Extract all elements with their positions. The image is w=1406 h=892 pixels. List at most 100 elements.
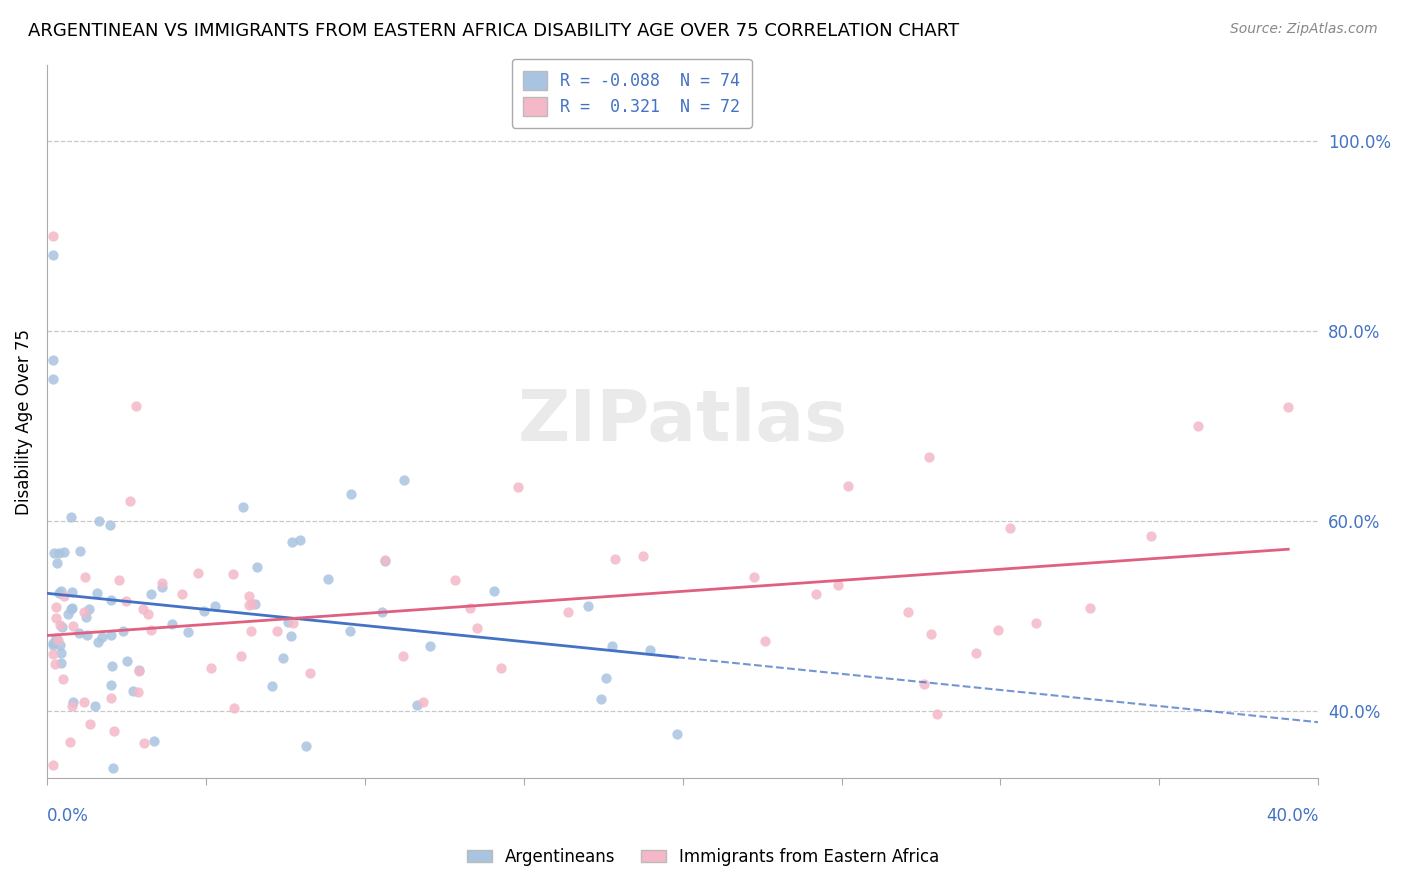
- Point: [987, 624, 1010, 638]
- Point: [271, 651, 294, 665]
- Point: [127, 684, 149, 698]
- Point: [101, 659, 124, 673]
- Point: [229, 649, 252, 664]
- Point: [42, 758, 65, 772]
- Point: [1025, 615, 1047, 630]
- Point: [108, 573, 131, 587]
- Point: [60, 601, 83, 615]
- Point: [117, 654, 139, 668]
- Legend: Argentineans, Immigrants from Eastern Africa: Argentineans, Immigrants from Eastern Af…: [454, 835, 952, 880]
- Point: [136, 607, 159, 621]
- Point: [444, 574, 467, 588]
- Point: [754, 634, 776, 648]
- Point: [1139, 528, 1161, 542]
- Point: [578, 599, 600, 614]
- Point: [600, 639, 623, 653]
- Point: [52, 544, 75, 558]
- Point: [557, 605, 579, 619]
- Point: [340, 487, 363, 501]
- Point: [118, 494, 141, 508]
- Point: [45, 631, 67, 645]
- Point: [87, 514, 110, 528]
- Point: [827, 577, 849, 591]
- Point: [44, 657, 66, 672]
- Point: [806, 587, 828, 601]
- Point: [281, 535, 304, 549]
- Point: [260, 679, 283, 693]
- Point: [222, 701, 245, 715]
- Point: [204, 599, 226, 613]
- Point: [392, 648, 415, 663]
- Point: [240, 597, 263, 611]
- Text: Source: ZipAtlas.com: Source: ZipAtlas.com: [1230, 22, 1378, 37]
- Point: [79, 717, 101, 731]
- Point: [412, 695, 434, 709]
- Point: [132, 602, 155, 616]
- Point: [49, 618, 72, 632]
- Point: [128, 663, 150, 677]
- Point: [232, 500, 254, 514]
- Point: [150, 576, 173, 591]
- Point: [200, 661, 222, 675]
- Point: [640, 643, 662, 657]
- Point: [374, 554, 396, 568]
- Point: [62, 619, 84, 633]
- Point: [48, 546, 70, 560]
- Point: [222, 566, 245, 581]
- Point: [59, 735, 82, 749]
- Point: [243, 597, 266, 611]
- Point: [280, 629, 302, 643]
- Point: [912, 677, 935, 691]
- Point: [56, 607, 79, 621]
- Point: [73, 695, 96, 709]
- Point: [1187, 419, 1209, 434]
- Text: ZIPatlas: ZIPatlas: [517, 387, 848, 456]
- Point: [42, 647, 65, 661]
- Point: [128, 665, 150, 679]
- Point: [115, 593, 138, 607]
- Point: [46, 632, 69, 647]
- Point: [589, 692, 612, 706]
- Point: [1078, 601, 1101, 615]
- Point: [277, 615, 299, 630]
- Point: [75, 570, 97, 584]
- Point: [79, 602, 101, 616]
- Point: [160, 617, 183, 632]
- Point: [42, 352, 65, 367]
- Point: [49, 647, 72, 661]
- Point: [86, 586, 108, 600]
- Point: [52, 589, 75, 603]
- Point: [666, 727, 689, 741]
- Point: [295, 739, 318, 753]
- Point: [111, 624, 134, 639]
- Point: [91, 630, 114, 644]
- Point: [419, 639, 441, 653]
- Point: [281, 615, 304, 630]
- Point: [141, 586, 163, 600]
- Point: [42, 636, 65, 650]
- Point: [238, 589, 260, 603]
- Point: [42, 248, 65, 262]
- Point: [489, 661, 512, 675]
- Point: [143, 734, 166, 748]
- Point: [62, 695, 84, 709]
- Point: [193, 604, 215, 618]
- Point: [52, 672, 75, 686]
- Point: [76, 628, 98, 642]
- Point: [73, 605, 96, 619]
- Point: [83, 698, 105, 713]
- Point: [1277, 401, 1299, 415]
- Y-axis label: Disability Age Over 75: Disability Age Over 75: [15, 328, 32, 515]
- Text: 0.0%: 0.0%: [46, 806, 89, 824]
- Point: [60, 601, 83, 615]
- Point: [920, 627, 942, 641]
- Point: [100, 593, 122, 607]
- Point: [122, 684, 145, 698]
- Point: [152, 581, 174, 595]
- Point: [631, 549, 654, 563]
- Point: [75, 610, 97, 624]
- Point: [100, 678, 122, 692]
- Point: [42, 229, 65, 244]
- Point: [316, 572, 339, 586]
- Point: [42, 638, 65, 652]
